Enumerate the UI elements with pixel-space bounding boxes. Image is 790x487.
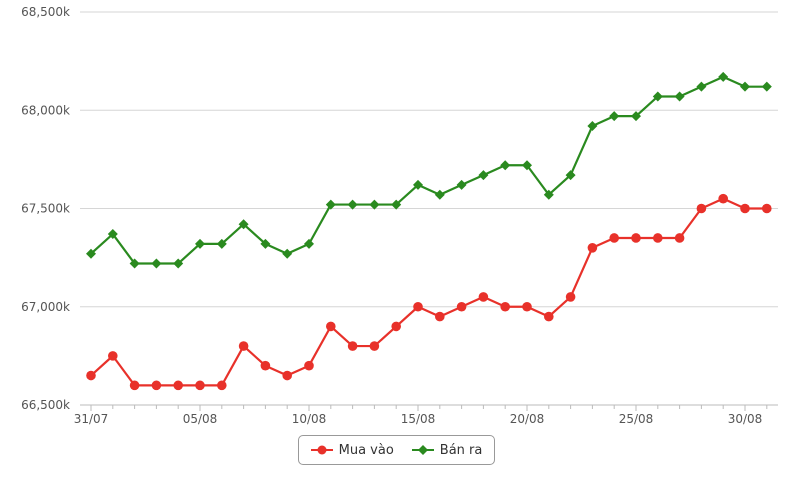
data-point[interactable] [216,238,227,249]
data-point[interactable] [500,160,511,171]
data-point[interactable] [500,301,511,312]
data-point[interactable] [304,238,314,249]
data-point[interactable] [326,321,336,332]
data-point[interactable] [522,301,532,312]
legend-item-buy[interactable]: Mua vào [310,442,394,458]
data-point[interactable] [195,238,205,249]
x-tick-label: 31/07 [74,412,109,426]
x-tick-label: 05/08 [183,412,218,426]
data-point[interactable] [631,111,641,122]
data-point[interactable] [86,370,96,381]
grid-lines [80,11,778,406]
legend-item-sell[interactable]: Bán ra [411,442,483,458]
legend-label-buy: Mua vào [338,442,394,458]
data-point[interactable] [609,233,619,243]
data-point[interactable] [347,341,358,351]
data-point[interactable] [391,321,402,332]
data-point[interactable] [478,292,489,302]
legend-label-sell: Bán ra [439,442,483,458]
data-point[interactable] [325,199,336,210]
data-point[interactable] [609,111,620,122]
data-point[interactable] [674,233,685,243]
data-point[interactable] [369,341,380,351]
data-point[interactable] [718,71,729,82]
data-point[interactable] [304,360,314,371]
data-point[interactable] [107,229,118,240]
data-point[interactable] [238,219,249,230]
data-point[interactable] [543,189,554,200]
data-point[interactable] [544,311,554,322]
data-point[interactable] [435,311,445,322]
x-tick-label: 10/08 [292,412,327,426]
series-layer [86,71,772,391]
data-point[interactable] [260,238,271,249]
data-point[interactable] [631,233,641,243]
data-point[interactable] [173,258,184,269]
data-point[interactable] [740,81,750,92]
data-point[interactable] [260,360,271,371]
y-tick-label: 68,000k [21,103,70,117]
axes: 66,500k 67,000k 67,500k 68,000k 68,500k 31/07… [21,5,778,426]
data-point[interactable] [413,179,423,190]
series-1 [86,71,772,269]
data-point[interactable] [565,292,576,302]
data-point[interactable] [587,120,598,131]
data-point[interactable] [195,380,205,391]
data-point[interactable] [413,301,423,312]
data-point[interactable] [696,203,707,214]
data-point[interactable] [696,81,707,92]
data-point[interactable] [761,81,772,92]
data-point[interactable] [217,380,227,391]
data-point[interactable] [434,189,445,200]
data-point[interactable] [173,380,183,391]
legend-swatch-buy [310,445,333,455]
data-point[interactable] [391,199,402,210]
data-point[interactable] [587,243,598,253]
data-point[interactable] [151,258,162,269]
data-point[interactable] [456,179,467,190]
data-point[interactable] [238,341,249,351]
data-point[interactable] [347,199,358,210]
data-point[interactable] [129,380,140,391]
legend-swatch-sell [411,445,434,455]
data-point[interactable] [129,258,140,269]
data-point[interactable] [151,380,162,391]
data-point[interactable] [565,170,576,181]
data-point[interactable] [653,233,663,243]
data-point[interactable] [456,301,467,312]
data-point[interactable] [740,203,750,214]
y-tick-label: 66,500k [21,398,70,412]
x-tick-label: 20/08 [510,412,545,426]
series-line-1 [90,75,767,265]
data-point[interactable] [674,91,685,102]
y-tick-label: 67,500k [21,202,70,216]
data-point[interactable] [652,91,663,102]
x-tick-label: 25/08 [619,412,654,426]
data-point[interactable] [282,248,293,259]
legend: Mua vào Bán ra [298,435,495,465]
data-point[interactable] [108,351,118,361]
data-point[interactable] [762,203,772,214]
data-point[interactable] [369,199,380,210]
series-0 [86,193,772,391]
data-point[interactable] [478,170,489,181]
y-tick-label: 68,500k [21,5,70,19]
y-tick-label: 67,000k [21,300,70,314]
data-point[interactable] [522,160,532,171]
data-point[interactable] [86,248,96,259]
x-tick-label: 15/08 [401,412,436,426]
x-tick-label: 30/08 [728,412,763,426]
data-point[interactable] [282,370,293,381]
data-point[interactable] [718,193,728,204]
series-line-0 [90,197,767,387]
